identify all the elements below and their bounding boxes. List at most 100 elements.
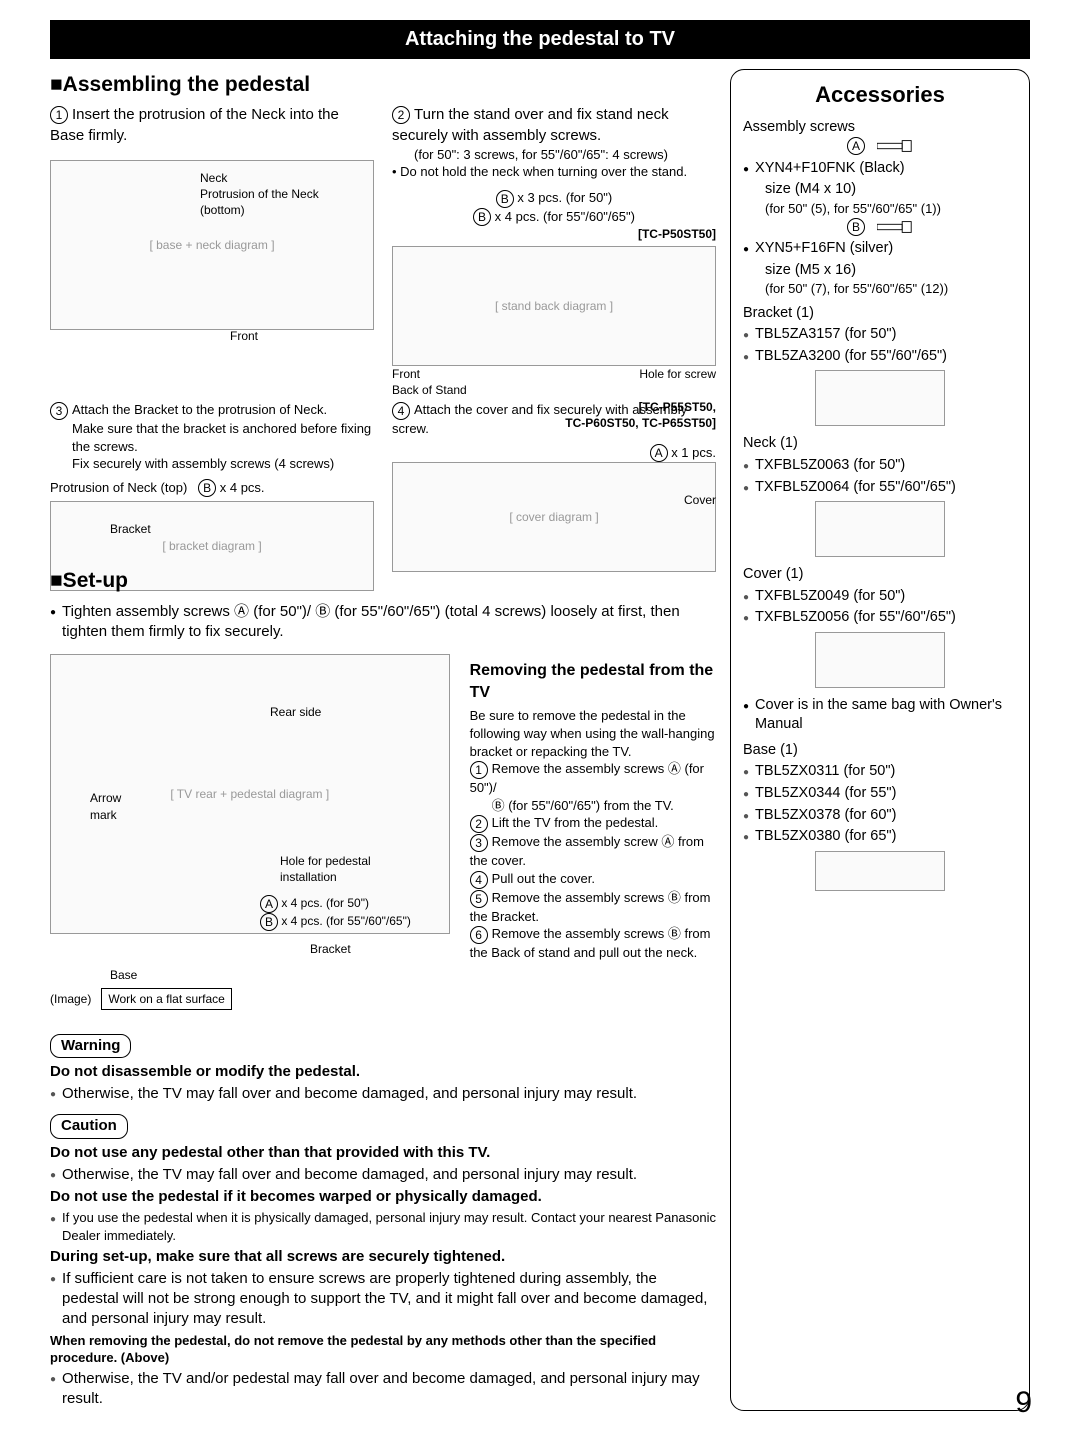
acc-cover-p2: TXFBL5Z0056 (for 55"/60"/65") xyxy=(755,608,956,628)
accessories-sidebar: Accessories Assembly screws A XYN4+F10FN… xyxy=(730,69,1030,1411)
figure-acc-cover xyxy=(815,632,945,688)
step-1: 1Insert the protrusion of the Neck into … xyxy=(50,105,374,431)
page: Attaching the pedestal to TV ■Assembling… xyxy=(0,0,1080,1441)
acc-screws-heading: Assembly screws xyxy=(743,118,1017,138)
caution-pill: Caution xyxy=(50,1114,128,1138)
rem-2-text: Lift the TV from the pedestal. xyxy=(492,815,659,830)
label-protrusion-bottom: Protrusion of the Neck (bottom) xyxy=(200,186,360,218)
acc-base-heading: Base (1) xyxy=(743,741,1017,761)
acc-neck-p2: TXFBL5Z0064 (for 55"/60"/65") xyxy=(755,478,956,498)
step-2-line2: (for 50": 3 screws, for 55"/60"/65": 4 s… xyxy=(392,146,716,164)
rem-3-text: Remove the assembly screw Ⓐ from the cov… xyxy=(470,834,704,868)
label-bracket-2: Bracket xyxy=(310,941,710,957)
caution-b3-text: If sufficient care is not taken to ensur… xyxy=(62,1269,716,1330)
label-rear: Rear side xyxy=(270,704,670,720)
acc-neck-p1: TXFBL5Z0063 (for 50") xyxy=(755,456,905,476)
accessories-title: Accessories xyxy=(743,80,1017,110)
label-flat-surface: Work on a flat surface xyxy=(101,988,232,1010)
setup-bottom-row: (Image) Work on a flat surface xyxy=(50,988,450,1010)
acc-base-p1: TBL5ZX0311 (for 50") xyxy=(755,762,895,782)
label-back-stand: Back of Stand xyxy=(392,382,716,398)
acc-a-size: size (M4 x 10) xyxy=(743,180,1017,200)
figure-step4: [ cover diagram ] xyxy=(392,462,716,572)
rem-step-4: 4Pull out the cover. xyxy=(470,870,716,889)
setup-bullet: Tighten assembly screws Ⓐ (for 50")/ Ⓑ (… xyxy=(50,602,716,643)
setup-a4-text: x 4 pcs. (for 50") xyxy=(278,896,369,910)
step-3-l2: Make sure that the bracket is anchored b… xyxy=(50,420,374,455)
caution-h4: When removing the pedestal, do not remov… xyxy=(50,1332,716,1367)
screw-spec-b4: B x 4 pcs. (for 55"/60"/65") xyxy=(392,208,716,227)
rem-4-text: Pull out the cover. xyxy=(492,871,595,886)
rem-step-1: 1Remove the assembly screws Ⓐ (for 50")/ xyxy=(470,760,716,797)
warning-text: Otherwise, the TV may fall over and beco… xyxy=(62,1084,637,1104)
label-image: (Image) xyxy=(50,991,91,1007)
step-number-icon: 1 xyxy=(50,106,68,124)
caution-b1-text: Otherwise, the TV may fall over and beco… xyxy=(62,1165,637,1185)
step3-b4-text: x 4 pcs. xyxy=(216,480,264,495)
acc-cover-heading: Cover (1) xyxy=(743,565,1017,585)
rem-step-3: 3Remove the assembly screw Ⓐ from the co… xyxy=(470,833,716,870)
acc-bracket-p2: TBL5ZA3200 (for 55"/60"/65") xyxy=(755,347,947,367)
caution-b4-text: Otherwise, the TV and/or pedestal may fa… xyxy=(62,1369,716,1410)
caution-h2: Do not use the pedestal if it becomes wa… xyxy=(50,1187,716,1207)
step-number-icon: 3 xyxy=(50,402,68,420)
setup-screw-a: A x 4 pcs. (for 50") xyxy=(260,895,660,913)
setup-text: Tighten assembly screws Ⓐ (for 50")/ Ⓑ (… xyxy=(62,602,716,643)
removing-section: Removing the pedestal from the TV Be sur… xyxy=(470,654,716,1106)
acc-a-name: XYN4+F10FNK (Black) xyxy=(755,159,904,179)
acc-b-qty: (for 50" (7), for 55"/60"/65" (12)) xyxy=(743,280,1017,298)
acc-base-p3: TBL5ZX0378 (for 60") xyxy=(755,806,896,826)
label-hole-pedestal: Hole for pedestal installation xyxy=(280,853,410,885)
rem-1b: Ⓑ (for 55"/60"/65") from the TV. xyxy=(470,797,716,815)
acc-cover-p1: TXFBL5Z0049 (for 50") xyxy=(755,587,905,607)
label-arrow-mark: Arrow mark xyxy=(90,790,140,822)
step-number-icon: 4 xyxy=(392,402,410,420)
steps-row-1: 1Insert the protrusion of the Neck into … xyxy=(50,105,716,431)
figure-acc-base xyxy=(815,851,945,891)
step-2: 2Turn the stand over and fix stand neck … xyxy=(392,105,716,431)
letter-a-icon: A xyxy=(847,137,865,155)
step4-a1-text: x 1 pcs. xyxy=(668,445,716,460)
warning-pill: Warning xyxy=(50,1034,131,1058)
label-front: Front xyxy=(230,328,554,344)
acc-neck: Neck (1) TXFBL5Z0063 (for 50") TXFBL5Z00… xyxy=(743,434,1017,557)
warning-section: Warning Do not disassemble or modify the… xyxy=(50,1026,716,1409)
rem-step-2: 2Lift the TV from the pedestal. xyxy=(470,814,716,833)
step4-a-spec: A x 1 pcs. xyxy=(392,444,716,463)
setup-screw-b: B x 4 pcs. (for 55"/60"/65") xyxy=(260,913,660,931)
rem-1a: Remove the assembly screws Ⓐ (for 50")/ xyxy=(470,761,704,795)
caution-b2-text: If you use the pedestal when it is physi… xyxy=(62,1209,716,1244)
acc-cover-note: Cover is in the same bag with Owner's Ma… xyxy=(755,696,1017,735)
caution-h1: Do not use any pedestal other than that … xyxy=(50,1143,716,1163)
setup-b4-text: x 4 pcs. (for 55"/60"/65") xyxy=(278,914,411,928)
letter-b-icon: B xyxy=(847,218,865,236)
acc-b-size: size (M5 x 16) xyxy=(743,261,1017,281)
acc-base-p4: TBL5ZX0380 (for 65") xyxy=(755,827,896,847)
acc-neck-heading: Neck (1) xyxy=(743,434,1017,454)
step-4-text: Attach the cover and fix securely with a… xyxy=(392,402,687,436)
figure-step2: [ stand back diagram ] xyxy=(392,246,716,366)
warning-bullet: Otherwise, the TV may fall over and beco… xyxy=(50,1084,716,1104)
acc-bracket-p1: TBL5ZA3157 (for 50") xyxy=(755,325,896,345)
step-2-note: • Do not hold the neck when turning over… xyxy=(392,163,716,181)
heading-removing: Removing the pedestal from the TV xyxy=(470,660,716,703)
screw-b3-text: x 3 pcs. (for 50") xyxy=(514,190,613,205)
label-hole-screw: Hole for screw xyxy=(639,366,716,382)
caution-b3: If sufficient care is not taken to ensur… xyxy=(50,1269,716,1330)
label-neck: Neck xyxy=(200,170,360,186)
figure-acc-neck xyxy=(815,501,945,557)
section-title-bar: Attaching the pedestal to TV xyxy=(50,20,1030,59)
caution-b1: Otherwise, the TV may fall over and beco… xyxy=(50,1165,716,1185)
step-2-line1: Turn the stand over and fix stand neck s… xyxy=(392,106,669,143)
label-bracket: Bracket xyxy=(110,521,434,537)
caution-b4: Otherwise, the TV and/or pedestal may fa… xyxy=(50,1369,716,1410)
label-front-2: Front xyxy=(392,366,420,382)
screw-b4-text: x 4 pcs. (for 55"/60"/65") xyxy=(491,209,635,224)
screw-spec-b3: B x 3 pcs. (for 50") xyxy=(392,189,716,208)
step-3-l3: Fix securely with assembly screws (4 scr… xyxy=(50,455,374,473)
step-1-text: Insert the protrusion of the Neck into t… xyxy=(50,106,339,143)
step-number-icon: 2 xyxy=(392,106,410,124)
acc-screws: Assembly screws A XYN4+F10FNK (Black) si… xyxy=(743,118,1017,298)
label-protrusion-top: Protrusion of Neck (top) xyxy=(50,480,187,495)
step-3-l1: Attach the Bracket to the protrusion of … xyxy=(72,402,327,417)
